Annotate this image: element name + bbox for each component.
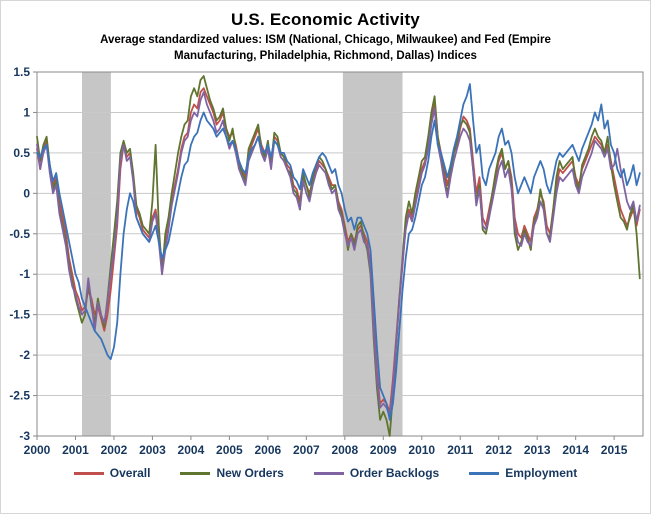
series-line-new-orders bbox=[36, 75, 641, 437]
x-axis-label: 2006 bbox=[255, 443, 282, 457]
legend-item-overall: Overall bbox=[73, 466, 151, 481]
legend-swatch bbox=[313, 471, 344, 475]
legend-label: Order Backlogs bbox=[349, 466, 440, 481]
legend-label: New Orders bbox=[216, 466, 284, 481]
series-line-overall bbox=[36, 87, 641, 413]
x-axis-label: 2009 bbox=[370, 443, 397, 457]
y-axis-label: -0.5 bbox=[9, 227, 30, 241]
chart-title: U.S. Economic Activity bbox=[231, 10, 420, 29]
y-axis-label: 0 bbox=[23, 186, 30, 200]
legend-swatch bbox=[73, 471, 104, 475]
x-axis-label: 2010 bbox=[408, 443, 435, 457]
legend-item-order-backlogs: Order Backlogs bbox=[313, 466, 440, 481]
x-axis-label: 2011 bbox=[447, 443, 473, 457]
x-axis-label: 2013 bbox=[524, 443, 551, 457]
y-axis-label: 1.5 bbox=[13, 65, 30, 79]
legend-label: Employment bbox=[505, 466, 578, 481]
y-axis-label: -3 bbox=[19, 429, 30, 443]
x-axis-label: 2003 bbox=[139, 443, 166, 457]
legend-item-employment: Employment bbox=[469, 466, 577, 480]
x-axis-label: 2014 bbox=[562, 443, 589, 457]
y-axis-label: -2 bbox=[19, 348, 30, 362]
x-axis-label: 2008 bbox=[331, 443, 358, 457]
x-axis-label: 2015 bbox=[601, 443, 628, 457]
x-axis-label: 2001 bbox=[62, 443, 89, 457]
y-axis-label: -1.5 bbox=[9, 308, 30, 322]
x-axis-label: 2005 bbox=[216, 443, 243, 457]
chart-subtitle: Average standardized values: ISM (Nation… bbox=[100, 34, 551, 62]
plot-border bbox=[36, 71, 644, 437]
y-axis-label: 1 bbox=[23, 105, 30, 119]
y-axis-label: 0.5 bbox=[13, 146, 30, 160]
legend-swatch bbox=[180, 471, 211, 475]
x-axis-label: 2002 bbox=[101, 443, 128, 457]
series-line-order-backlogs bbox=[36, 91, 641, 417]
x-axis-label: 2004 bbox=[178, 443, 205, 457]
legend-item-new-orders: New Orders bbox=[180, 466, 284, 481]
y-axis-label: -1 bbox=[19, 267, 30, 281]
x-axis-label: 2007 bbox=[293, 443, 320, 457]
y-axis-label: -2.5 bbox=[9, 389, 30, 403]
x-axis-label: 2012 bbox=[485, 443, 512, 457]
legend-label: Overall bbox=[109, 466, 151, 481]
legend-swatch bbox=[469, 471, 500, 475]
chart-legend: Overall New Orders Order Backlogs Employmen… bbox=[1, 466, 650, 480]
series-line-employment bbox=[36, 83, 641, 421]
recession-band-1 bbox=[82, 72, 111, 437]
x-axis-label: 2000 bbox=[24, 443, 51, 457]
